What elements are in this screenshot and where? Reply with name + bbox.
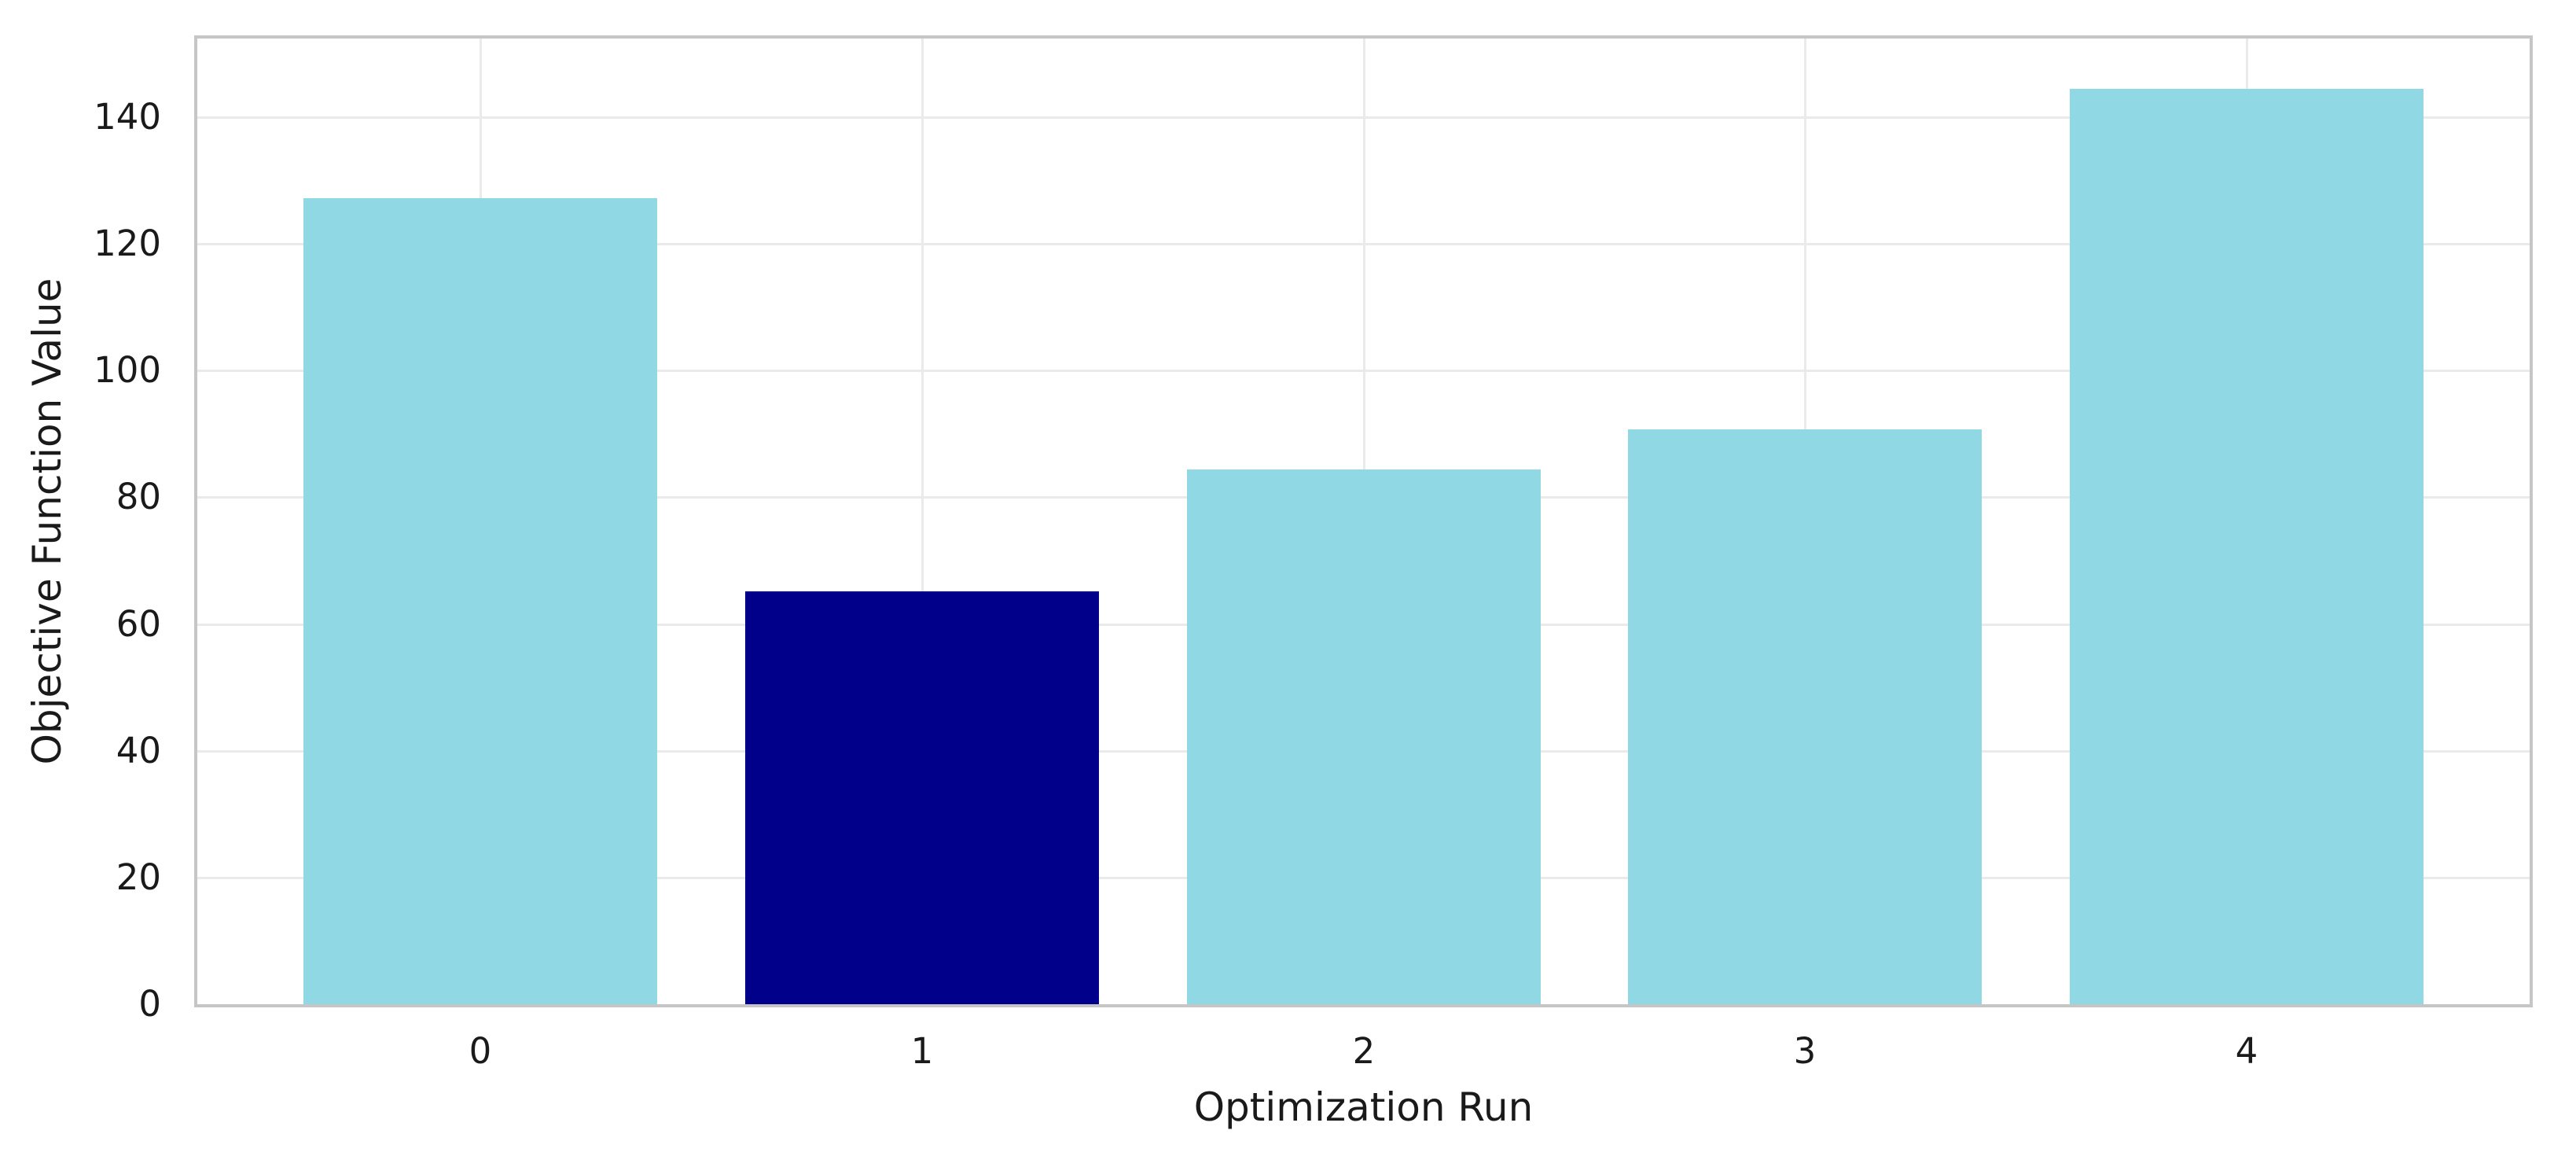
y-tick-label: 40 bbox=[116, 729, 161, 771]
bar bbox=[1187, 469, 1541, 1004]
plot-area bbox=[194, 35, 2533, 1007]
x-tick-label: 0 bbox=[469, 1030, 492, 1072]
y-tick-label: 120 bbox=[94, 223, 161, 265]
bar-highlighted bbox=[745, 591, 1099, 1004]
x-axis-label: Optimization Run bbox=[1193, 1084, 1534, 1130]
bar bbox=[303, 198, 657, 1004]
y-tick-label: 100 bbox=[94, 349, 161, 392]
bar bbox=[1628, 429, 1982, 1004]
y-tick-label: 140 bbox=[94, 95, 161, 138]
y-tick-label: 20 bbox=[116, 856, 161, 898]
x-tick-label: 1 bbox=[910, 1030, 934, 1072]
x-tick-label: 3 bbox=[1793, 1030, 1817, 1072]
y-tick-label: 80 bbox=[116, 476, 161, 518]
v-gridline bbox=[921, 39, 924, 1004]
bar bbox=[2070, 89, 2423, 1004]
x-tick-label: 2 bbox=[1352, 1030, 1376, 1072]
x-tick-label: 4 bbox=[2235, 1030, 2258, 1072]
y-tick-label: 0 bbox=[138, 983, 161, 1025]
y-tick-label: 60 bbox=[116, 602, 161, 645]
